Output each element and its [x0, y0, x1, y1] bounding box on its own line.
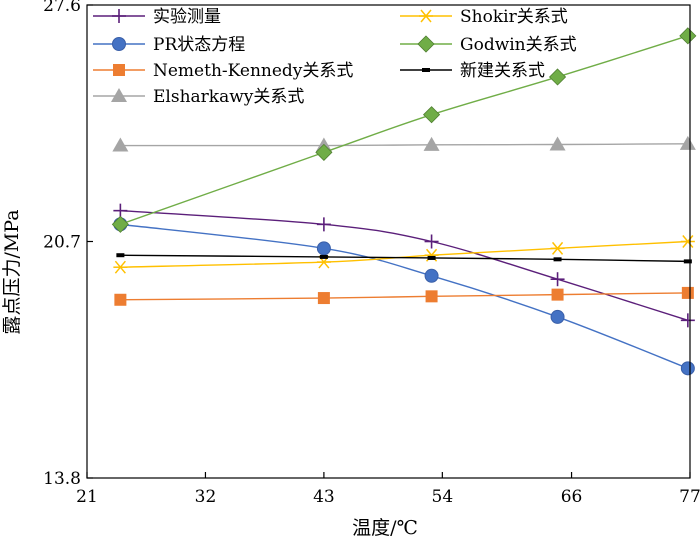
data-point: [553, 257, 562, 262]
data-point: [548, 68, 567, 86]
data-point: [423, 106, 441, 124]
data-point: [679, 135, 696, 150]
legend-item: Elsharkawy关系式: [93, 87, 304, 107]
x-tick-label: 66: [561, 487, 583, 507]
data-point: [427, 255, 436, 260]
legend-marker: [111, 88, 127, 102]
y-axis-title: 露点压力/MPa: [1, 209, 23, 334]
data-point: [116, 253, 125, 258]
series-6: [111, 27, 697, 233]
data-point: [424, 234, 439, 249]
y-tick-label: 13.8: [43, 469, 81, 489]
x-tick-label: 32: [195, 487, 217, 507]
y-tick-label: 27.6: [43, 0, 81, 16]
x-axis-title: 温度/℃: [352, 517, 418, 539]
legend-marker: [112, 37, 126, 51]
series-3: [114, 286, 694, 306]
y-tick-label: 20.7: [43, 233, 81, 253]
axes: 21 32 43 54 66 77 13.8 20.7 27.6: [43, 0, 700, 507]
data-point: [423, 136, 440, 151]
plot-area: [111, 27, 697, 376]
data-point: [112, 137, 129, 152]
data-point: [424, 268, 439, 283]
legend-label: Shokir关系式: [460, 7, 568, 27]
data-point: [111, 215, 129, 233]
data-point: [425, 290, 438, 303]
legend-label: PR状态方程: [153, 35, 245, 55]
data-point: [113, 203, 128, 218]
data-point: [550, 309, 565, 324]
x-tick-label: 43: [313, 487, 335, 507]
x-tick-label: 77: [679, 487, 700, 507]
legend-marker: [422, 68, 430, 72]
series-7: [116, 253, 692, 264]
data-point: [549, 136, 566, 151]
x-tick-label: 21: [76, 487, 98, 507]
data-point: [551, 288, 564, 301]
data-point: [679, 27, 697, 45]
data-point: [113, 260, 128, 274]
legend-label: Elsharkawy关系式: [153, 87, 304, 107]
legend-label: 实验测量: [153, 7, 221, 27]
data-point: [680, 361, 695, 376]
legend-marker: [419, 9, 433, 23]
legend-item: Nemeth-Kennedy关系式: [93, 61, 353, 81]
legend-label: Godwin关系式: [460, 35, 577, 55]
legend: 实验测量 PR状态方程 Nemeth-Kennedy关系式 Elsharkawy关系式…: [93, 7, 577, 107]
data-point: [315, 143, 333, 161]
legend-marker: [113, 64, 125, 76]
legend-item: PR状态方程: [93, 35, 245, 55]
data-point: [319, 254, 328, 259]
data-point: [316, 241, 331, 256]
legend-marker: [417, 35, 435, 53]
data-point: [550, 272, 565, 287]
data-point: [680, 313, 695, 328]
data-point: [680, 235, 695, 248]
legend-item: Godwin关系式: [400, 35, 577, 55]
series-1: [113, 203, 695, 328]
data-point: [550, 241, 565, 255]
data-point: [114, 293, 127, 306]
data-point: [681, 286, 694, 299]
legend-label: Nemeth-Kennedy关系式: [153, 61, 353, 81]
legend-marker: [112, 9, 126, 23]
legend-item: Shokir关系式: [400, 7, 568, 27]
legend-label: 新建关系式: [460, 61, 545, 81]
data-point: [317, 292, 330, 305]
data-point: [683, 259, 692, 264]
data-point: [316, 217, 331, 232]
legend-item: 新建关系式: [400, 61, 545, 81]
legend-item: 实验测量: [93, 7, 221, 27]
x-tick-label: 54: [432, 487, 454, 507]
